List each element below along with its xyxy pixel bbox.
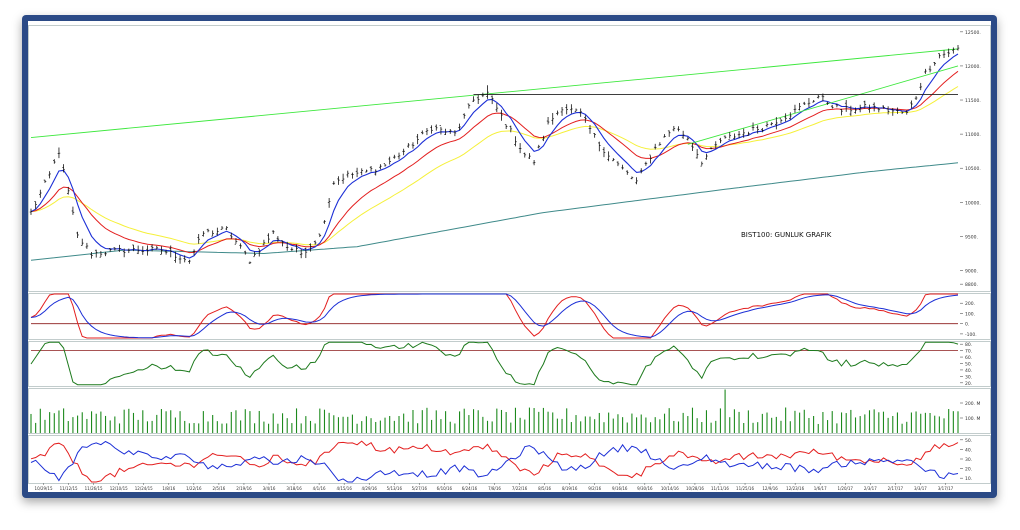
dmi-y-tick-label: 30. xyxy=(965,457,972,463)
rsi-y-tick-label: 50. xyxy=(965,362,972,368)
trendline-green-2 xyxy=(687,65,959,145)
rsi-y-tick-label: 30. xyxy=(965,374,972,380)
main-y-tick-label: 9500. xyxy=(965,234,978,240)
rsi-y-tick-label: 60. xyxy=(965,355,972,361)
sma-long-line xyxy=(30,162,959,261)
volume-y-tick-label: 100. M xyxy=(965,416,980,422)
x-tick-label: 9/30/16 xyxy=(637,486,653,491)
x-tick-label: 1/20/17 xyxy=(838,486,854,491)
chart-canvas: BIST100: GUNLUK GRAFIK 8800. 9000. 9500. 10… xyxy=(28,21,991,492)
dmi-plus-line xyxy=(30,440,959,483)
panel-border-dmi xyxy=(28,435,991,484)
panel-border-o1 xyxy=(28,293,991,340)
main-y-tick-label: 9000. xyxy=(965,269,978,275)
dmi-y-tick-label: 50. xyxy=(965,438,972,444)
rsi-panel: 80.70.60.50.40.30.20. xyxy=(30,341,972,387)
main-y-tick-label: 10500. xyxy=(965,166,981,172)
rsi-line xyxy=(30,341,959,386)
x-tick-label: 2/19/16 xyxy=(236,486,252,491)
x-tick-label: 4/15/16 xyxy=(336,486,352,491)
main-y-tick-label: 12000. xyxy=(965,64,981,70)
rsi-y-tick-label: 40. xyxy=(965,368,972,374)
panel-borders xyxy=(28,25,991,484)
x-tick-label: 1/8/16 xyxy=(162,486,175,491)
oscillator-1-panel: 200. 100. 0. -100. xyxy=(30,293,977,339)
x-axis: 10/29/15 11/12/15 11/26/15 12/10/15 12/24/15… xyxy=(35,483,954,491)
osc1-red-line xyxy=(30,293,958,339)
x-tick-label: 5/13/16 xyxy=(387,486,403,491)
x-tick-label: 1/6/17 xyxy=(814,486,827,491)
x-tick-label: 11/25/16 xyxy=(736,486,754,491)
x-tick-label: 5/27/16 xyxy=(412,486,428,491)
panel-border-o2 xyxy=(28,341,991,387)
x-tick-label: 3/18/16 xyxy=(286,486,302,491)
main-y-tick-label: 10000. xyxy=(965,200,981,206)
osc1-blue-line xyxy=(30,293,959,339)
x-tick-label: 10/14/16 xyxy=(661,486,679,491)
main-y-tick-label: 12500. xyxy=(965,30,981,36)
x-tick-label: 4/1/16 xyxy=(313,486,326,491)
x-tick-label: 9/2/16 xyxy=(588,486,601,491)
price-bars xyxy=(29,44,960,264)
x-tick-label: 1/22/16 xyxy=(186,486,202,491)
x-tick-label: 6/24/16 xyxy=(462,486,478,491)
x-tick-label: 2/5/16 xyxy=(212,486,225,491)
trendline-green xyxy=(30,48,959,138)
main-y-tick-label: 11000. xyxy=(965,132,981,138)
x-tick-label: 11/26/15 xyxy=(85,486,103,491)
dmi-y-tick-label: 10. xyxy=(965,476,972,482)
chart-svg[interactable]: BIST100: GUNLUK GRAFIK 8800. 9000. 9500. 10… xyxy=(28,21,991,492)
x-tick-label: 10/28/16 xyxy=(686,486,704,491)
osc1-y-tick-label: 100. xyxy=(965,311,975,317)
x-tick-label: 12/24/15 xyxy=(135,486,153,491)
rsi-y-tick-label: 20. xyxy=(965,381,972,387)
dmi-y-tick-label: 40. xyxy=(965,447,972,453)
volume-y-tick-label: 200. M xyxy=(965,401,980,407)
dmi-panel: 50. 40. 30. 20. 10. xyxy=(30,438,972,483)
x-tick-label: 11/11/16 xyxy=(711,486,729,491)
ema-slow-line xyxy=(30,86,959,246)
panel-border-vol xyxy=(28,388,991,434)
x-tick-label: 6/10/16 xyxy=(437,486,453,491)
x-tick-label: 8/19/16 xyxy=(562,486,578,491)
main-y-axis: 8800. 9000. 9500. 10000. 10500. 11000. 11500. 1… xyxy=(960,30,981,288)
x-tick-label: 12/9/16 xyxy=(762,486,778,491)
x-tick-label: 9/16/16 xyxy=(612,486,628,491)
x-tick-label: 3/4/16 xyxy=(263,486,276,491)
chart-annotation: BIST100: GUNLUK GRAFIK xyxy=(741,231,832,239)
x-tick-label: 7/22/16 xyxy=(512,486,528,491)
ema-fast-line xyxy=(30,53,959,259)
x-tick-label: 8/5/16 xyxy=(538,486,551,491)
osc1-y-tick-label: -100. xyxy=(965,332,977,338)
dmi-y-tick-label: 20. xyxy=(965,467,972,473)
x-tick-label: 10/29/15 xyxy=(35,486,53,491)
dmi-minus-line xyxy=(30,440,959,483)
rsi-y-tick-label: 70. xyxy=(965,349,972,355)
main-indicator-lines xyxy=(30,48,959,261)
osc1-y-tick-label: 200. xyxy=(965,301,975,307)
x-tick-label: 3/17/17 xyxy=(938,486,954,491)
x-tick-label: 12/23/16 xyxy=(786,486,804,491)
rsi-y-tick-label: 80. xyxy=(965,342,972,348)
x-tick-label: 7/8/16 xyxy=(488,486,501,491)
x-tick-label: 4/29/16 xyxy=(362,486,378,491)
x-tick-label: 12/10/15 xyxy=(110,486,128,491)
x-tick-label: 3/3/17 xyxy=(914,486,927,491)
ema-mid-line xyxy=(30,70,959,254)
osc1-y-tick-label: 0. xyxy=(965,322,969,328)
x-tick-label: 2/3/17 xyxy=(864,486,877,491)
x-tick-label: 2/17/17 xyxy=(888,486,904,491)
chart-frame: BIST100: GUNLUK GRAFIK 8800. 9000. 9500. 10… xyxy=(22,15,997,498)
panel-border-main xyxy=(28,25,991,292)
main-y-tick-label: 11500. xyxy=(965,98,981,104)
main-y-tick-label: 8800. xyxy=(965,282,978,288)
x-tick-label: 11/12/15 xyxy=(60,486,78,491)
volume-panel: 200. M 100. M xyxy=(30,389,980,433)
